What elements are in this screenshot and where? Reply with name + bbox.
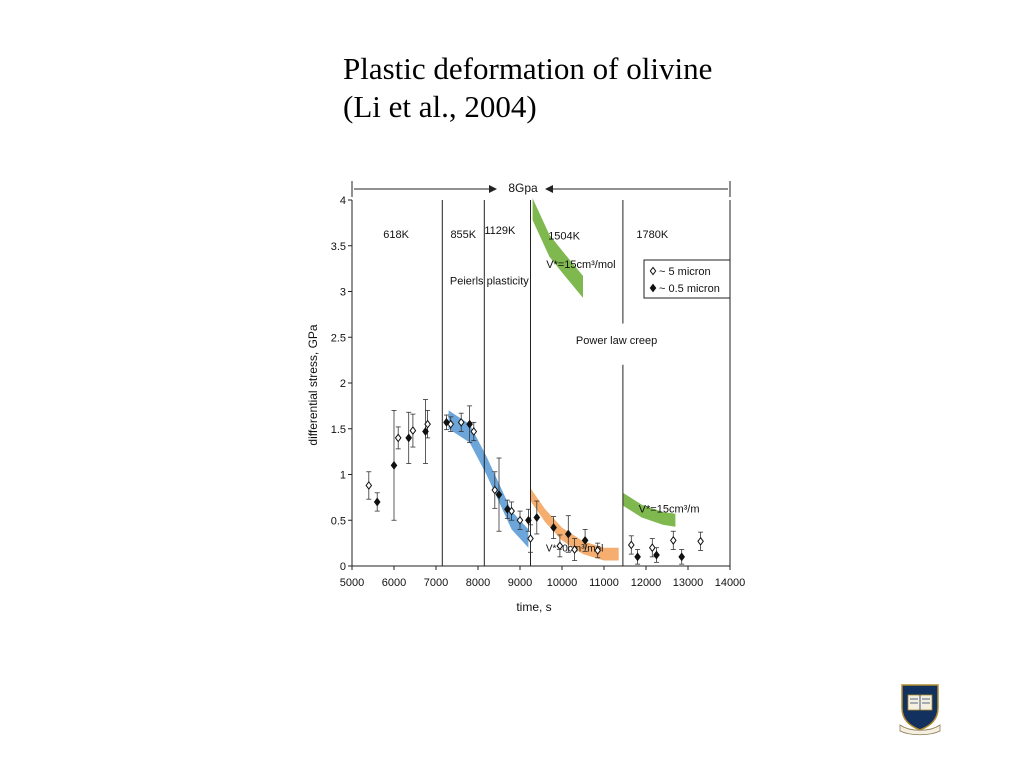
data-point-5-micron: [556, 541, 564, 551]
data-point-0-5-micron: [443, 417, 450, 427]
data-point-0-5-micron: [390, 460, 398, 470]
data-point-5-micron: [669, 535, 677, 545]
data-point-0-5-micron: [504, 504, 511, 514]
data-point-5-micron: [627, 540, 635, 550]
data-point-5-micron: [394, 433, 402, 443]
pressure-label: 8Gpa: [508, 181, 538, 195]
data-point-5-micron: [409, 426, 417, 436]
y-tick-label: 0: [340, 561, 346, 573]
data-point-0-5-micron: [550, 523, 557, 533]
data-point-5-micron: [457, 417, 465, 427]
legend-box: [643, 259, 731, 299]
legend-marker-open: [649, 266, 657, 276]
legend-entry: ~ 5 micron: [659, 266, 711, 278]
data-point-0-5-micron: [678, 552, 686, 562]
data-point-0-5-micron: [373, 497, 381, 507]
data-point-5-micron: [365, 481, 373, 490]
data-band-4: [622, 492, 676, 527]
temperature-label: 1780K: [636, 229, 668, 241]
data-point-0-5-micron: [495, 490, 503, 500]
data-point-0-5-micron: [422, 427, 429, 436]
temperature-label: 1504K: [548, 231, 580, 243]
temperature-label: 855K: [450, 229, 476, 241]
legend-marker-filled: [649, 283, 657, 293]
temperature-label: 618K: [383, 229, 409, 241]
y-tick-label: 0.5: [331, 515, 346, 527]
temperature-label: 1129K: [484, 225, 516, 237]
data-point-5-micron: [697, 536, 704, 546]
annotation-label: Power law creep: [576, 335, 657, 347]
data-point-0-5-micron: [405, 433, 413, 443]
plot-area: 5000 6000 7000 8000 9000 10000 11000 12000 13000…: [331, 181, 746, 589]
data-point-5-micron: [491, 485, 499, 495]
x-tick-label: 7000: [424, 577, 448, 589]
y-tick-label: 4: [340, 195, 346, 207]
x-tick-label: 5000: [340, 577, 364, 589]
data-point-0-5-micron: [466, 419, 473, 429]
x-tick-label: 11000: [589, 577, 619, 589]
y-tick-label: 3.5: [331, 241, 346, 253]
pressure-arrow-head: [545, 185, 553, 193]
x-axis-label: time, s: [516, 600, 551, 614]
data-point-0-5-micron: [533, 513, 541, 522]
x-tick-label: 9000: [508, 577, 532, 589]
y-tick-label: 1.5: [331, 424, 346, 436]
y-axis-label: differential stress, GPa: [306, 324, 320, 445]
slide-title: Plastic deformation of olivine (Li et al…: [343, 50, 712, 126]
x-tick-label: 8000: [466, 577, 490, 589]
data-point-0-5-micron: [634, 552, 641, 562]
annotation-label: V*=15cm³/m: [639, 503, 700, 515]
stress-time-chart: 8Gpa differential stress, GPa time, s 50…: [306, 181, 746, 614]
data-band-3: [532, 198, 583, 298]
pressure-arrow-head: [489, 185, 497, 193]
data-point-5-micron: [470, 427, 478, 436]
x-tick-label: 13000: [673, 577, 704, 589]
x-tick-label: 6000: [382, 577, 406, 589]
data-point-5-micron: [571, 545, 578, 554]
y-tick-label: 2: [340, 378, 346, 390]
data-point-0-5-micron: [525, 515, 532, 525]
x-tick-label: 14000: [715, 577, 746, 589]
x-tick-label: 12000: [631, 577, 662, 589]
legend-entry: ~ 0.5 micron: [659, 283, 720, 295]
y-tick-label: 2.5: [331, 332, 346, 344]
data-point-0-5-micron: [581, 535, 589, 545]
data-point-0-5-micron: [564, 529, 572, 539]
data-point-5-micron: [516, 515, 524, 525]
x-tick-label: 10000: [547, 577, 578, 589]
data-point-5-micron: [527, 534, 534, 543]
data-point-0-5-micron: [653, 550, 660, 560]
y-tick-label: 1: [340, 470, 346, 482]
university-crest-logo: [899, 684, 941, 736]
y-tick-label: 3: [340, 287, 346, 299]
slide-title-line-1: Plastic deformation of olivine: [343, 51, 713, 86]
data-band-1: [448, 410, 529, 548]
annotation-label: Peierls plasticity: [450, 276, 529, 288]
data-point-5-micron: [648, 543, 656, 553]
annotation-label: V*=15cm³/mol: [546, 259, 615, 271]
slide-title-line-2: (Li et al., 2004): [343, 89, 537, 124]
data-point-5-micron: [594, 546, 602, 555]
